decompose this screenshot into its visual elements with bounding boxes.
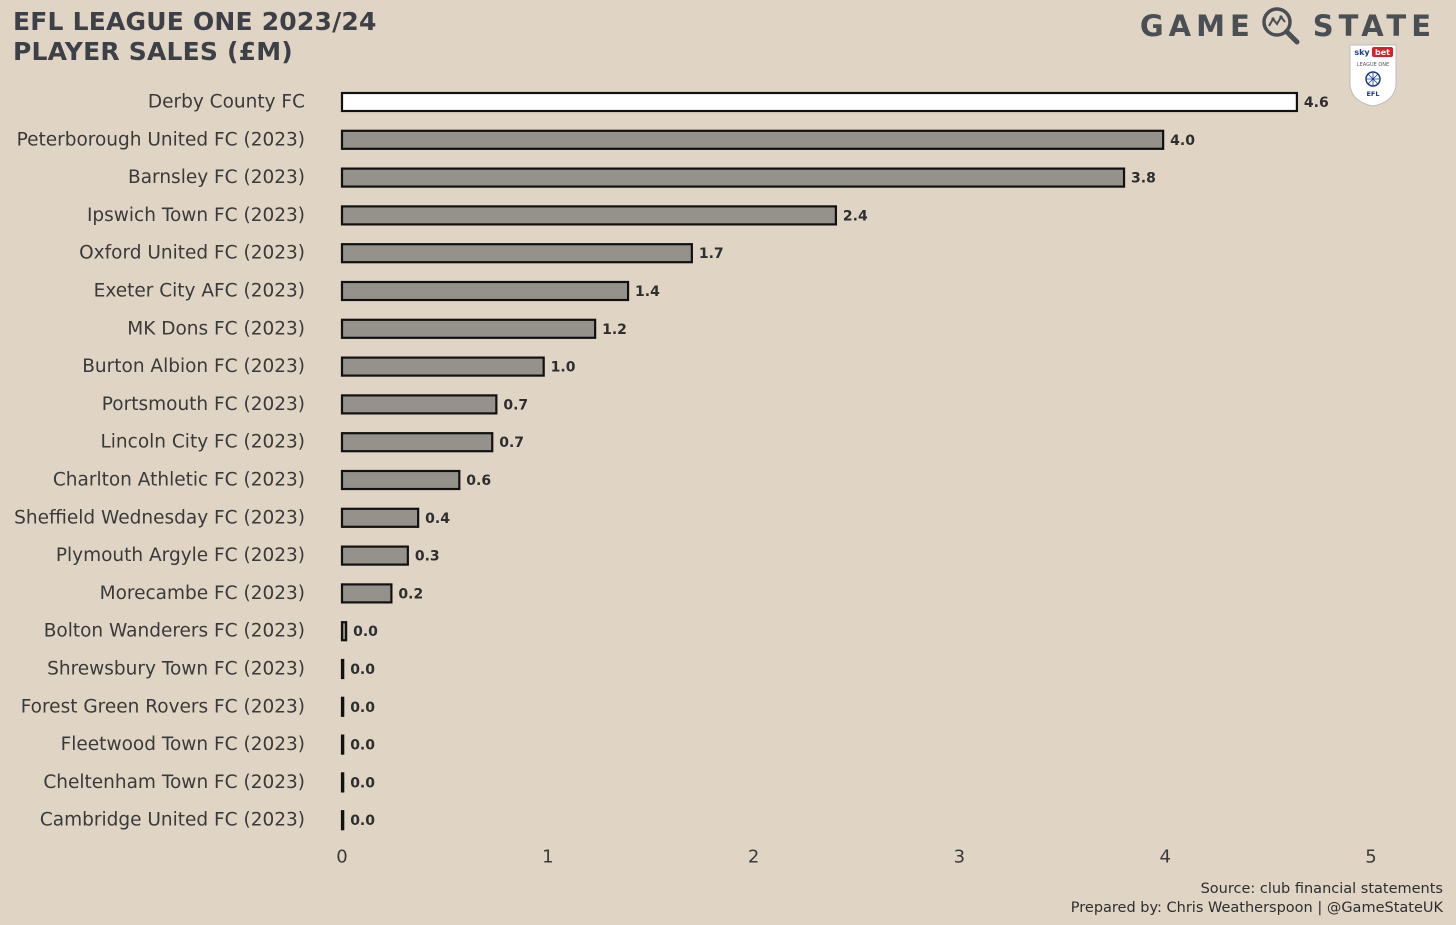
- category-label: Cambridge United FC (2023): [40, 810, 305, 831]
- chart-footer: Source: club financial statements Prepar…: [1071, 880, 1443, 918]
- bar-chart: Derby County FC 4.6 Peterborough United FC…: [14, 91, 1377, 868]
- category-label: Peterborough United FC (2023): [17, 129, 305, 150]
- data-label: 1.4: [635, 284, 660, 300]
- bar: [340, 621, 348, 642]
- bar: [340, 810, 345, 831]
- data-label: 0.6: [466, 473, 491, 489]
- title-line-2: PLAYER SALES (£M): [13, 37, 293, 66]
- brand-word-right: STATE: [1312, 9, 1436, 43]
- data-label: 0.7: [499, 435, 524, 451]
- category-label: Fleetwood Town FC (2023): [61, 734, 305, 755]
- title-line-1: EFL LEAGUE ONE 2023/24: [13, 7, 377, 36]
- source-note: Source: club financial statements: [1200, 881, 1443, 897]
- data-label: 0.0: [350, 775, 375, 791]
- x-tick-label: 5: [1365, 847, 1376, 868]
- category-label: Barnsley FC (2023): [128, 167, 305, 188]
- data-label: 0.3: [415, 549, 440, 565]
- data-label: 1.7: [699, 246, 724, 262]
- data-label: 0.7: [503, 397, 528, 413]
- data-label: 3.8: [1131, 171, 1156, 187]
- x-tick-label: 1: [542, 847, 553, 868]
- data-label: 4.0: [1170, 133, 1195, 149]
- category-label: Sheffield Wednesday FC (2023): [14, 507, 305, 528]
- data-label: 0.0: [350, 662, 375, 678]
- bar: [340, 280, 630, 302]
- bar: [340, 318, 597, 339]
- bar: [340, 167, 1126, 188]
- category-label: Shrewsbury Town FC (2023): [47, 659, 305, 680]
- magnifier-icon: [1262, 7, 1300, 45]
- bar: [340, 356, 545, 377]
- data-label: 0.0: [350, 813, 375, 829]
- bar: [340, 507, 420, 528]
- category-label: Derby County FC: [148, 92, 305, 113]
- x-tick-label: 4: [1159, 847, 1170, 868]
- category-label: Cheltenham Town FC (2023): [43, 772, 305, 793]
- category-label: Burton Albion FC (2023): [82, 356, 305, 377]
- badge-efl-text: EFL: [1366, 90, 1379, 98]
- bar: [340, 394, 498, 415]
- data-label: 0.4: [425, 511, 450, 527]
- badge-league-text: LEAGUE ONE: [1357, 62, 1389, 68]
- category-label: Portsmouth FC (2023): [102, 394, 305, 415]
- bar: [340, 734, 345, 755]
- league-one-badge: sky bet LEAGUE ONE EFL: [1349, 44, 1397, 107]
- category-label: Plymouth Argyle FC (2023): [56, 545, 305, 566]
- data-label: 2.4: [843, 208, 868, 224]
- category-label: Ipswich Town FC (2023): [87, 205, 305, 226]
- bar: [340, 432, 494, 453]
- x-tick-label: 3: [954, 847, 965, 868]
- category-label: Exeter City AFC (2023): [94, 281, 305, 302]
- category-label: Bolton Wanderers FC (2023): [44, 621, 305, 642]
- prepared-by-note: Prepared by: Chris Weatherspoon | @GameS…: [1070, 900, 1443, 916]
- data-label: 0.2: [398, 586, 423, 602]
- category-label: Forest Green Rovers FC (2023): [21, 696, 305, 717]
- bar: [340, 583, 393, 604]
- badge-bet-text: bet: [1375, 48, 1390, 57]
- x-tick-label: 0: [336, 847, 347, 868]
- bar: [340, 129, 1165, 150]
- x-tick-label: 2: [748, 847, 759, 868]
- data-label: 1.0: [551, 360, 576, 376]
- badge-sky-text: sky: [1354, 48, 1370, 57]
- bar-highlight: [340, 91, 1299, 113]
- bar: [340, 205, 838, 226]
- category-label: Oxford United FC (2023): [79, 243, 305, 264]
- bar: [340, 658, 345, 680]
- data-label: 4.6: [1304, 95, 1329, 111]
- chart-title: EFL LEAGUE ONE 2023/24 PLAYER SALES (£M): [13, 7, 377, 67]
- data-label: 0.0: [350, 738, 375, 754]
- data-label: 0.0: [353, 624, 378, 640]
- bar: [340, 469, 461, 491]
- bar: [340, 696, 345, 717]
- category-label: Lincoln City FC (2023): [100, 432, 305, 453]
- bar: [340, 243, 693, 264]
- bar: [340, 545, 409, 566]
- category-label: MK Dons FC (2023): [127, 318, 305, 339]
- data-label: 0.0: [350, 700, 375, 716]
- bar: [340, 772, 345, 793]
- data-label: 1.2: [602, 322, 627, 338]
- category-label: Morecambe FC (2023): [100, 583, 305, 604]
- brand-word-left: GAME: [1139, 9, 1255, 43]
- game-state-logo: GAME STATE: [1140, 6, 1436, 46]
- category-label: Charlton Athletic FC (2023): [53, 470, 305, 491]
